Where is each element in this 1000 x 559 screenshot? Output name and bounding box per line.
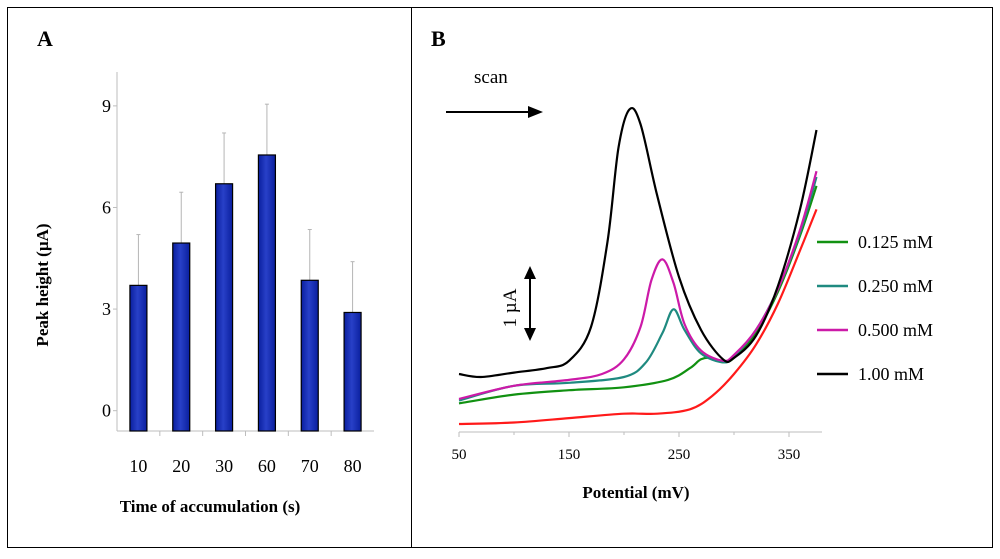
scan-arrow-head xyxy=(528,106,543,118)
legend-label: 0.125 mM xyxy=(858,232,933,252)
y-tick-label: 0 xyxy=(102,401,111,421)
x-tick-label: 80 xyxy=(344,456,362,476)
x-tick-label: 50 xyxy=(452,447,467,463)
scale-bar-head-bottom xyxy=(524,328,536,341)
x-tick-label: 20 xyxy=(172,456,190,476)
series-0-500-mm xyxy=(458,170,818,401)
scale-bar-head-top xyxy=(524,266,536,279)
x-axis-label: Potential (mV) xyxy=(582,483,689,502)
y-tick-label: 3 xyxy=(102,299,111,319)
x-tick-label: 30 xyxy=(215,456,233,476)
bar-80 xyxy=(343,311,362,432)
x-tick-label: 60 xyxy=(258,456,276,476)
series-baseline xyxy=(458,208,818,426)
x-tick-label: 350 xyxy=(778,447,801,463)
bar-60 xyxy=(257,154,277,432)
y-tick-label: 6 xyxy=(102,197,111,217)
figure-border xyxy=(7,7,993,548)
x-tick-label: 250 xyxy=(668,447,691,463)
legend-label: 1.00 mM xyxy=(858,364,924,384)
y-axis-label: Peak height (µA) xyxy=(33,223,52,346)
scan-label: scan xyxy=(474,67,508,88)
bar-20 xyxy=(172,242,191,432)
x-tick-label: 150 xyxy=(558,447,581,463)
legend-label: 0.500 mM xyxy=(858,320,933,340)
scale-bar-label: 1 µA xyxy=(500,288,521,327)
bar-30 xyxy=(214,183,234,432)
panel-a-label: A xyxy=(37,26,53,51)
bar-10 xyxy=(129,284,148,432)
series-1-00-mm xyxy=(458,106,818,379)
bar-70 xyxy=(300,279,319,432)
panel-divider xyxy=(411,7,412,548)
panel-b-label: B xyxy=(431,26,446,51)
legend-label: 0.250 mM xyxy=(858,276,933,296)
y-tick-label: 9 xyxy=(102,96,111,116)
x-tick-label: 70 xyxy=(301,456,319,476)
x-tick-label: 10 xyxy=(129,456,147,476)
x-axis-label: Time of accumulation (s) xyxy=(120,497,301,516)
